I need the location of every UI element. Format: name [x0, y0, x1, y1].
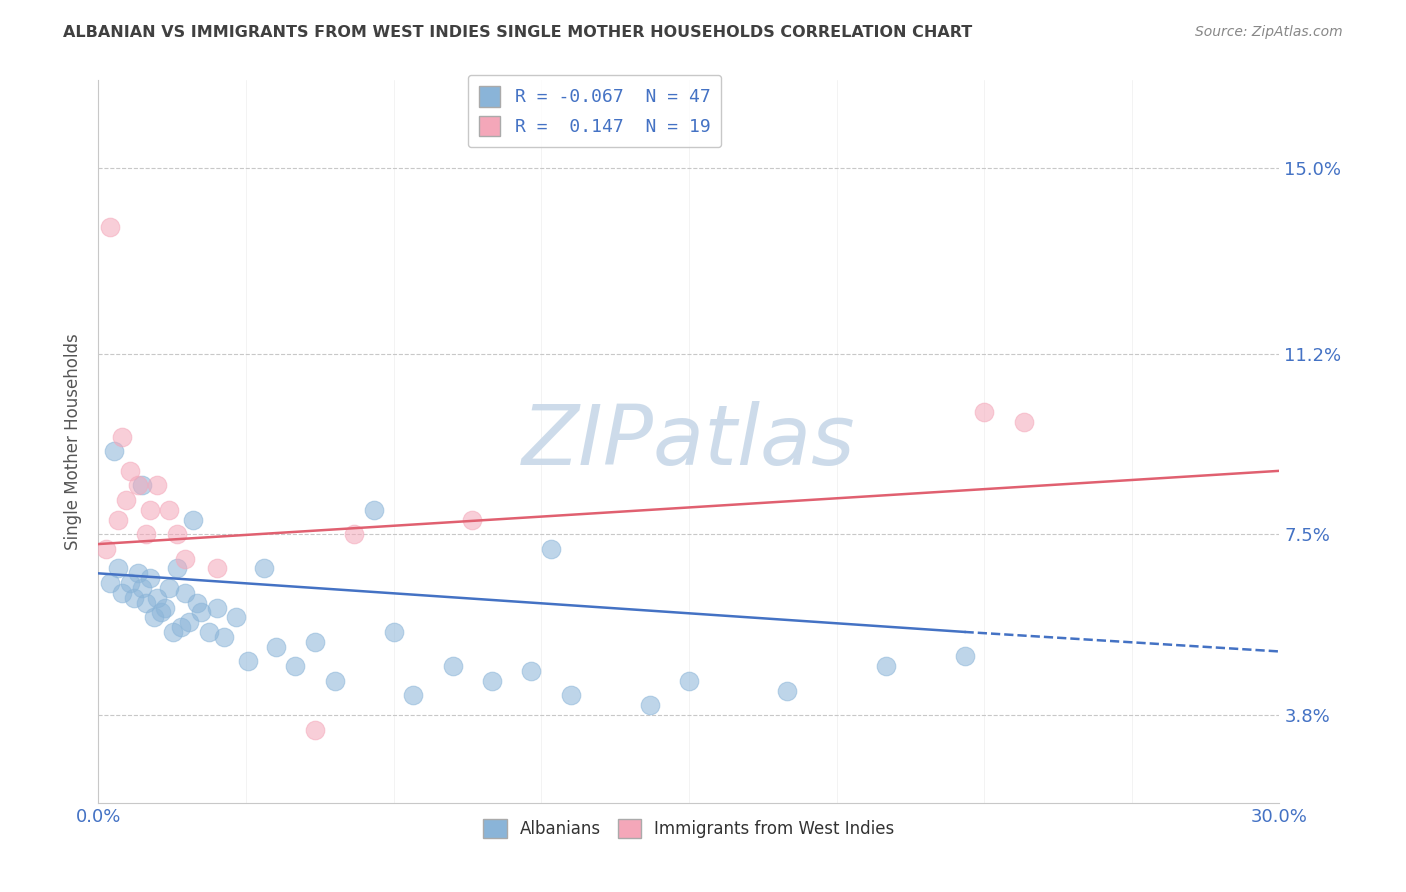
Point [678, 673, 700, 688]
Point [155, 600, 177, 615]
Point [638, 698, 661, 713]
Point [127, 566, 149, 581]
Text: ZIPatlas: ZIPatlas [522, 401, 856, 482]
Point [236, 654, 259, 668]
Point [441, 659, 464, 673]
Point [111, 430, 134, 444]
Point [118, 576, 141, 591]
Point [157, 581, 180, 595]
Point [520, 664, 543, 678]
Point [142, 610, 165, 624]
Point [186, 596, 208, 610]
Point [382, 624, 405, 639]
Point [560, 689, 582, 703]
Point [205, 600, 228, 615]
Text: Source: ZipAtlas.com: Source: ZipAtlas.com [1195, 25, 1343, 39]
Point [157, 503, 180, 517]
Point [284, 659, 307, 673]
Point [135, 596, 157, 610]
Point [190, 606, 212, 620]
Point [174, 551, 197, 566]
Point [253, 561, 276, 575]
Point [177, 615, 200, 630]
Point [162, 624, 184, 639]
Point [122, 591, 145, 605]
Point [363, 503, 385, 517]
Point [214, 630, 236, 644]
Point [304, 634, 326, 648]
Point [138, 503, 160, 517]
Legend: Albanians, Immigrants from West Indies: Albanians, Immigrants from West Indies [477, 813, 901, 845]
Point [197, 624, 219, 639]
Point [127, 478, 149, 492]
Point [166, 561, 188, 575]
Point [166, 527, 188, 541]
Point [481, 673, 503, 688]
Point [225, 610, 247, 624]
Point [875, 659, 897, 673]
Point [98, 219, 121, 234]
Point [181, 513, 204, 527]
Point [540, 541, 562, 556]
Point [150, 606, 173, 620]
Point [107, 561, 129, 575]
Point [461, 513, 484, 527]
Point [973, 405, 995, 419]
Text: ALBANIAN VS IMMIGRANTS FROM WEST INDIES SINGLE MOTHER HOUSEHOLDS CORRELATION CHA: ALBANIAN VS IMMIGRANTS FROM WEST INDIES … [63, 25, 973, 40]
Point [304, 723, 326, 737]
Point [953, 649, 976, 664]
Point [118, 464, 141, 478]
Point [96, 541, 118, 556]
Point [111, 586, 134, 600]
Point [146, 591, 169, 605]
Point [131, 478, 153, 492]
Point [115, 493, 138, 508]
Point [170, 620, 193, 634]
Point [174, 586, 197, 600]
Point [1012, 415, 1035, 429]
Point [103, 444, 125, 458]
Point [107, 513, 129, 527]
Point [402, 689, 425, 703]
Point [135, 527, 157, 541]
Point [138, 571, 160, 585]
Point [776, 683, 799, 698]
Y-axis label: Single Mother Households: Single Mother Households [65, 334, 83, 549]
Point [146, 478, 169, 492]
Point [98, 576, 121, 591]
Point [343, 527, 366, 541]
Point [323, 673, 346, 688]
Point [131, 581, 153, 595]
Point [205, 561, 228, 575]
Point [264, 640, 287, 654]
